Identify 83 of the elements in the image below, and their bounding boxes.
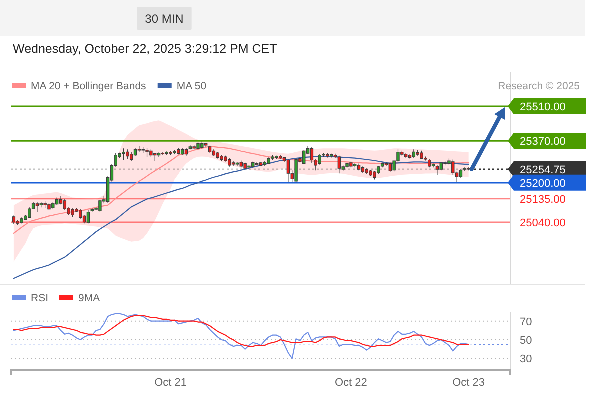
interval-button: 30 MIN bbox=[137, 7, 192, 30]
text: Research © 2025 bbox=[498, 80, 580, 92]
legend-label: RSI bbox=[31, 292, 49, 304]
candlestick bbox=[200, 141, 204, 150]
legend-label: MA 50 bbox=[176, 80, 207, 92]
candlestick bbox=[286, 158, 290, 182]
candlestick bbox=[134, 148, 138, 157]
candlestick bbox=[388, 162, 392, 172]
candlestick bbox=[459, 169, 463, 178]
line-series bbox=[13, 146, 470, 234]
candlestick bbox=[126, 149, 130, 160]
candlestick bbox=[142, 146, 145, 154]
legend-label: 9MA bbox=[78, 292, 100, 304]
candlestick bbox=[354, 162, 357, 168]
candlestick bbox=[436, 164, 440, 176]
candlestick bbox=[188, 145, 192, 150]
candlestick bbox=[216, 152, 220, 160]
candlestick bbox=[196, 142, 200, 150]
candlestick bbox=[36, 202, 40, 212]
candlestick bbox=[232, 160, 236, 167]
x-tick-label: Oct 21 bbox=[154, 377, 187, 389]
line-series bbox=[13, 156, 470, 280]
candlestick bbox=[130, 152, 134, 162]
candlestick bbox=[244, 162, 247, 170]
x-tick-label: Oct 23 bbox=[452, 377, 486, 389]
candlestick bbox=[180, 148, 184, 156]
candlestick bbox=[173, 150, 176, 155]
candlestick bbox=[55, 197, 59, 206]
y-tick-label: 50 bbox=[520, 335, 532, 347]
x-tick-label: Oct 22 bbox=[334, 377, 368, 389]
candlestick bbox=[48, 202, 51, 211]
candlestick bbox=[12, 215, 16, 225]
candlestick bbox=[40, 202, 43, 208]
candlestick bbox=[146, 148, 149, 158]
candlestick bbox=[208, 146, 212, 154]
y-tick-label: 70 bbox=[520, 316, 532, 328]
candlestick bbox=[412, 149, 416, 159]
candlestick bbox=[404, 153, 408, 159]
candlestick bbox=[302, 150, 306, 165]
candlestick bbox=[263, 160, 267, 167]
candlestick bbox=[267, 157, 270, 165]
candlestick bbox=[361, 166, 365, 174]
candlestick bbox=[79, 208, 82, 220]
y-tick-label: 30 bbox=[520, 354, 532, 366]
candlestick bbox=[150, 149, 153, 158]
candlestick bbox=[44, 201, 47, 208]
candlestick bbox=[138, 146, 142, 152]
candlestick bbox=[416, 150, 420, 156]
candlestick bbox=[220, 155, 224, 162]
candlestick bbox=[294, 158, 298, 184]
candlestick bbox=[369, 170, 372, 176]
candlestick bbox=[177, 148, 180, 155]
candlestick bbox=[346, 162, 349, 168]
candlestick bbox=[20, 217, 24, 224]
candlestick bbox=[86, 210, 90, 224]
candlestick bbox=[240, 160, 243, 168]
candlestick bbox=[154, 152, 157, 162]
line-series bbox=[13, 315, 470, 348]
candlestick bbox=[350, 162, 353, 168]
y-tick-label: 25040.00 bbox=[520, 217, 566, 230]
candlestick bbox=[463, 167, 467, 172]
y-tick-label: 25370.00 bbox=[520, 136, 566, 148]
candlestick bbox=[228, 158, 232, 168]
candlestick bbox=[420, 150, 424, 160]
candlestick bbox=[122, 148, 126, 161]
candlestick bbox=[271, 155, 274, 161]
line-series bbox=[13, 313, 470, 360]
candlestick bbox=[365, 168, 368, 174]
candlestick bbox=[98, 200, 102, 212]
candlestick bbox=[184, 148, 188, 156]
candlestick bbox=[338, 156, 342, 174]
y-tick-label: 25254.75 bbox=[520, 164, 566, 176]
candlestick bbox=[357, 163, 361, 171]
y-tick-label: 25510.00 bbox=[520, 102, 566, 114]
candlestick bbox=[428, 158, 432, 168]
candlestick bbox=[71, 208, 74, 218]
y-tick-label: 25135.00 bbox=[520, 194, 566, 206]
chart-subtitle: Wednesday, October 22, 2025 3:29:12 PM CET bbox=[13, 42, 278, 56]
candlestick bbox=[252, 161, 255, 168]
y-tick-label: 25200.00 bbox=[520, 178, 566, 190]
candlestick bbox=[16, 220, 20, 226]
candlestick bbox=[212, 149, 216, 157]
legend-label: MA 20 + Bollinger Bands bbox=[31, 80, 146, 92]
